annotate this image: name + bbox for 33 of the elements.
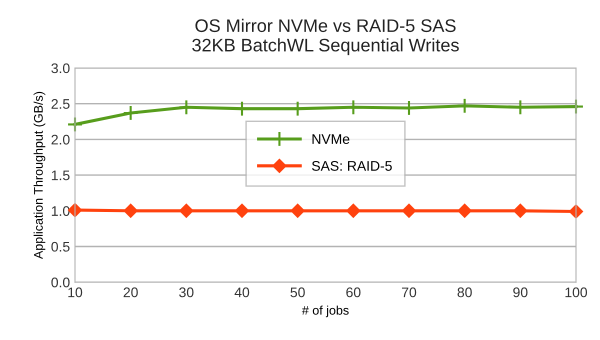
point (290, 204, 305, 218)
x-tick-label: 10 (68, 287, 82, 298)
point (235, 204, 249, 218)
y-tick-label: 1.5 (52, 170, 70, 180)
point (402, 204, 416, 218)
point (458, 204, 472, 218)
chart-title: OS Mirror NVMe vs RAID-5 SAS 32KB BatchWL Sequential Writes (192, 18, 459, 56)
point (122, 104, 139, 121)
point (179, 204, 194, 218)
y-tick-label: 1.0 (52, 206, 70, 216)
point (513, 204, 528, 218)
x-tick-label: 90 (513, 287, 528, 298)
x-tick-label: 50 (290, 287, 305, 298)
x-tick-label: 80 (458, 287, 472, 298)
y-tick-label: 2.0 (52, 134, 70, 145)
y-tick-label: 3.0 (51, 63, 70, 74)
legend-label: SAS: RAID-5 (312, 160, 392, 171)
point (124, 204, 138, 218)
point (346, 204, 360, 218)
legend-label: NVMe (312, 134, 350, 144)
x-tick-label: 30 (179, 287, 194, 298)
x-tick-label: 20 (124, 287, 138, 298)
point (67, 116, 83, 132)
y-axis-title: Application Throughput (GB/s) (34, 92, 46, 260)
y-tick-label: 2.5 (52, 99, 70, 109)
x-tick-label: 60 (346, 287, 361, 298)
x-tick-label: 70 (402, 287, 416, 298)
x-axis-title: # of jobs (302, 306, 349, 318)
point (456, 98, 473, 114)
y-tick-label: 0.5 (51, 242, 70, 252)
x-tick-label: 40 (234, 287, 250, 298)
y-tick-label: 0.0 (51, 278, 70, 288)
x-tick-label: 100 (565, 287, 588, 298)
